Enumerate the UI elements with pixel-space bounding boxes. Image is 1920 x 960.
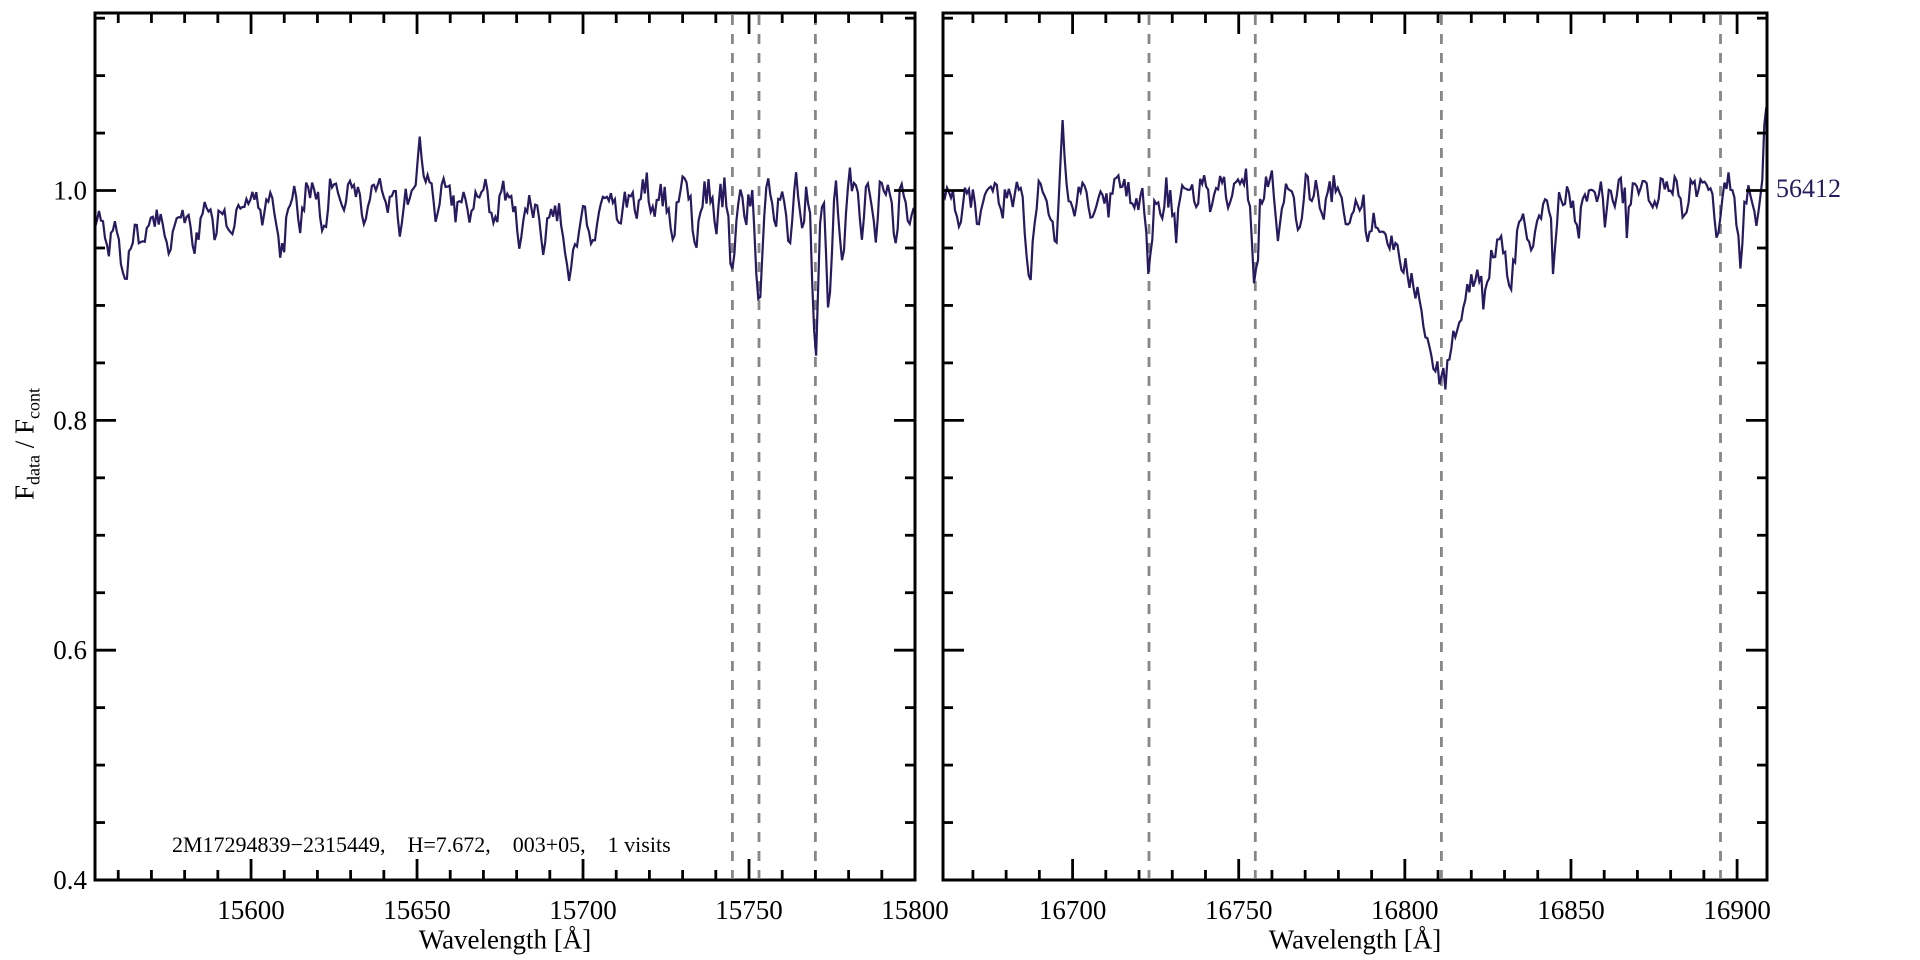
x-axis-title-left: Wavelength [Å] xyxy=(418,924,592,955)
y-tick-label: 0.4 xyxy=(53,865,87,895)
x-tick-label: 15750 xyxy=(715,895,783,925)
y-tick-label: 0.8 xyxy=(53,405,87,435)
target-annotation: 2M17294839−2315449, H=7.672, 003+05, 1 v… xyxy=(172,832,671,857)
x-tick-label: 15800 xyxy=(881,895,949,925)
y-tick-label: 1.0 xyxy=(53,176,87,206)
right-panel: 16700 16750 16800 16850 16900 xyxy=(941,11,1771,925)
x-tick-label: 16800 xyxy=(1371,895,1439,925)
panel-frame xyxy=(941,11,1769,882)
x-tick-label: 16750 xyxy=(1205,895,1273,925)
y-axis-title-f-cont: / F xyxy=(9,418,40,456)
visit-mjd-label: 56412 xyxy=(1776,174,1841,203)
x-axis-title-right: Wavelength [Å] xyxy=(1268,924,1442,955)
y-axis-title-sub-data: data xyxy=(23,455,44,485)
x-tick-label: 16900 xyxy=(1703,895,1771,925)
panel-frame xyxy=(93,11,917,882)
x-tick-label: 16850 xyxy=(1537,895,1605,925)
y-axis-title-sub-cont: cont xyxy=(23,387,44,419)
x-tick-label: 16700 xyxy=(1039,895,1107,925)
y-tick-label: 0.6 xyxy=(53,635,87,665)
x-tick-label: 15600 xyxy=(217,895,285,925)
y-axis-title-f-data: F xyxy=(9,484,40,501)
left-panel: 15600 15650 15700 15750 15800 0.4 0.6 0.8 1.0 xyxy=(53,11,949,925)
x-tick-label: 15700 xyxy=(549,895,617,925)
x-tick-label: 15650 xyxy=(383,895,451,925)
spectrum-trace xyxy=(95,136,915,356)
spectrum-trace xyxy=(943,107,1767,390)
y-axis-title: Fdata / Fcont xyxy=(9,388,44,500)
